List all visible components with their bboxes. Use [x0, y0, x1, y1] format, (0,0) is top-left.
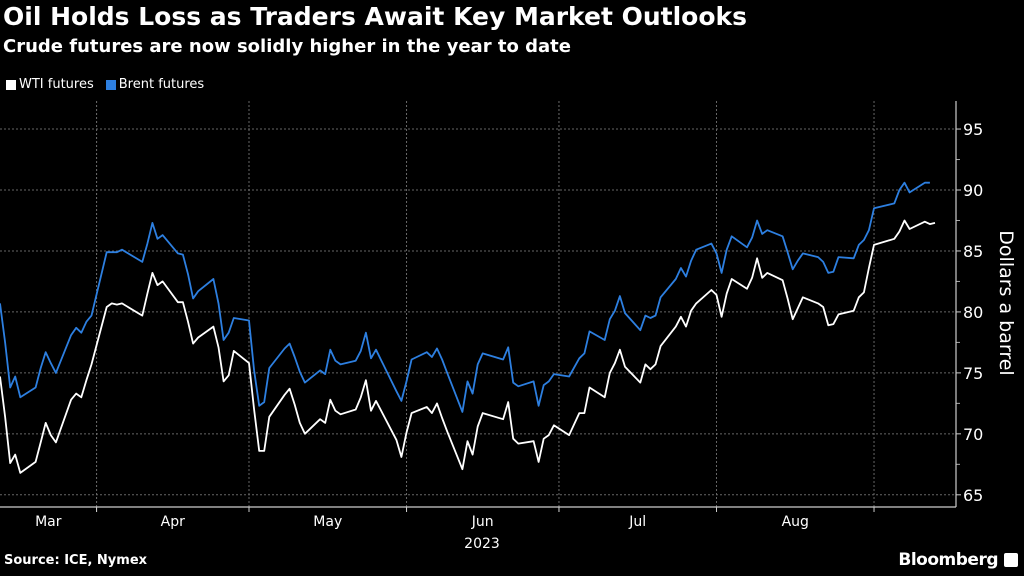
chart-subtitle: Crude futures are now solidly higher in …: [3, 36, 571, 57]
y-tick-label: 80: [963, 303, 983, 322]
y-tick-label: 75: [963, 364, 983, 383]
legend-swatch-brent: [105, 79, 116, 90]
y-tick-label: 85: [963, 242, 983, 261]
y-tick-label: 65: [963, 486, 983, 505]
series-line-brent-futures: [0, 181, 930, 413]
source-note: Source: ICE, Nymex: [4, 553, 148, 568]
legend-item-wti: WTI futures: [6, 77, 94, 92]
y-tick-label: 90: [963, 181, 983, 200]
series-line-wti-futures: [0, 219, 936, 474]
y-axis-label: Dollars a barrel: [995, 230, 1017, 375]
chart-title: Oil Holds Loss as Traders Await Key Mark…: [3, 2, 748, 31]
y-tick-label: 70: [963, 425, 983, 444]
axes: 65 70 75 80 85 90 95 Mar Apr May Jun Jul Aug: [0, 101, 983, 530]
x-tick-label: Apr: [161, 514, 185, 530]
gridlines: [0, 101, 956, 507]
legend-swatch-wti: [6, 79, 16, 90]
series-lines: [0, 181, 936, 474]
y-tick-label: 95: [963, 120, 983, 139]
bloomberg-logo: Bloomberg: [898, 550, 998, 570]
x-tick-label: Aug: [782, 514, 809, 530]
x-axis-year-label: 2023: [464, 536, 500, 552]
x-tick-label: Jul: [628, 514, 646, 530]
legend-label-wti: WTI futures: [19, 77, 94, 92]
x-tick-label: Mar: [35, 514, 62, 530]
legend-item-brent: Brent futures: [105, 77, 205, 92]
bloomberg-chart-icon: [1004, 553, 1018, 567]
legend: WTI futures Brent futures: [6, 77, 204, 92]
legend-label-brent: Brent futures: [118, 77, 205, 92]
x-tick-label: Jun: [471, 514, 494, 530]
x-tick-label: May: [313, 514, 342, 530]
